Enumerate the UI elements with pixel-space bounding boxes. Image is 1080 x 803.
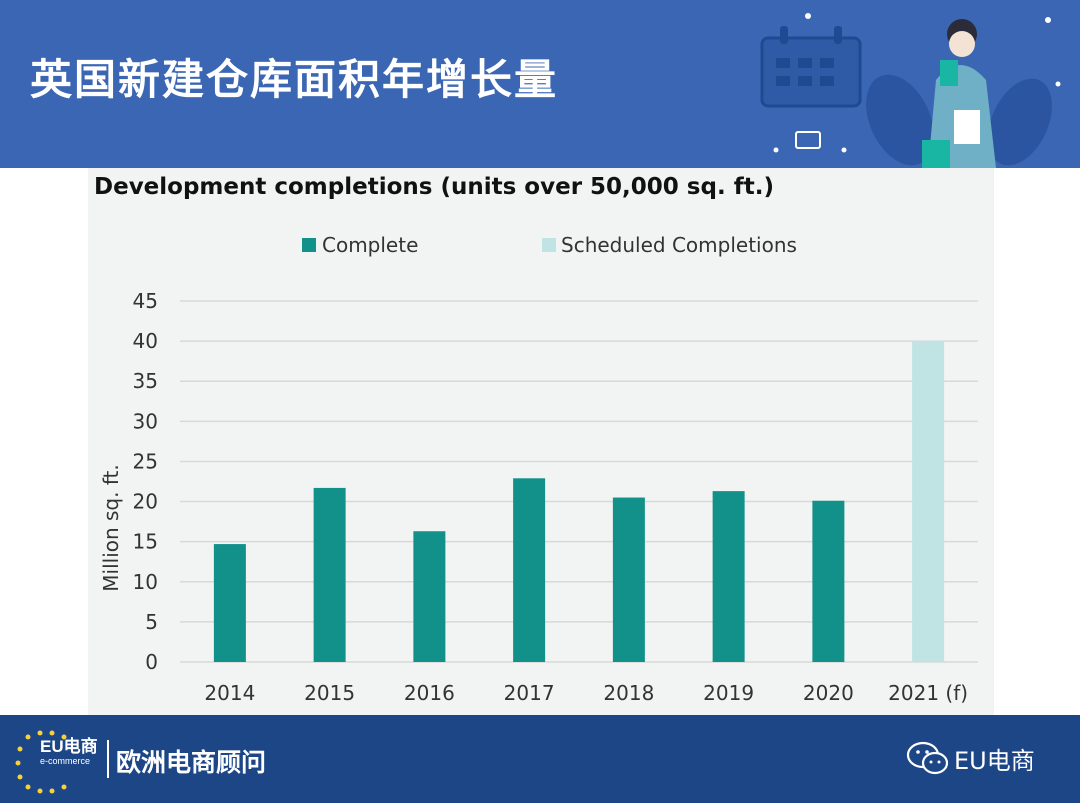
y-tick-label: 25 — [133, 449, 158, 473]
y-tick-label: 15 — [133, 530, 158, 554]
decorative-stars — [773, 13, 1061, 153]
x-tick-label: 2018 — [603, 681, 654, 705]
card-icon — [795, 131, 821, 149]
calendar-icon — [760, 26, 862, 108]
y-tick-label: 10 — [133, 570, 158, 594]
footer-account: EU电商 — [954, 747, 1035, 775]
x-tick-label: 2019 — [703, 681, 754, 705]
y-tick-label: 45 — [133, 289, 158, 313]
page-title: 英国新建仓库面积年增长量 — [30, 55, 559, 104]
logo-text: EU电商 — [40, 737, 98, 756]
bar-chart: Development completions (units over 50,0… — [94, 174, 978, 705]
y-tick-labels: 0 5 10 15 20 25 30 35 40 45 — [133, 289, 158, 674]
leaf-decoration — [866, 74, 1052, 166]
x-tick-label: 2015 — [304, 681, 355, 705]
bars — [213, 341, 945, 662]
y-tick-label: 40 — [133, 329, 158, 353]
bar-complete-2016 — [413, 531, 446, 662]
bar-complete-2017 — [513, 478, 546, 662]
y-tick-label: 30 — [133, 409, 158, 433]
y-tick-label: 5 — [145, 610, 158, 634]
x-tick-label: 2020 — [803, 681, 854, 705]
x-tick-label: 2017 — [504, 681, 555, 705]
bar-scheduled-2021f — [912, 341, 945, 662]
y-tick-label: 0 — [145, 650, 158, 674]
legend-label-complete: Complete — [322, 233, 418, 257]
x-tick-label: 2021 (f) — [888, 681, 968, 705]
footer-brand: 欧洲电商顾问 — [116, 748, 267, 777]
eu-stars-icon — [15, 730, 67, 794]
footer-bar: EU电商 e-commerce 欧洲电商顾问 EU电商 — [0, 715, 1080, 803]
bar-complete-2014 — [213, 544, 246, 662]
y-tick-label: 35 — [133, 369, 158, 393]
x-tick-label: 2014 — [204, 681, 255, 705]
legend-label-scheduled: Scheduled Completions — [561, 233, 797, 257]
bar-complete-2015 — [313, 487, 346, 662]
footer-divider — [107, 740, 109, 778]
legend-swatch-complete — [302, 238, 316, 252]
x-tick-label: 2016 — [404, 681, 455, 705]
y-tick-label: 20 — [133, 490, 158, 514]
y-axis-label: Million sq. ft. — [99, 464, 123, 591]
shopping-illustration — [760, 13, 1061, 168]
chart-panel: Development completions (units over 50,0… — [88, 168, 994, 715]
gridlines — [180, 300, 978, 663]
legend: Complete Scheduled Completions — [302, 233, 797, 257]
logo-subtext: e-commerce — [40, 756, 91, 766]
header-banner: 英国新建仓库面积年增长量 — [0, 0, 1080, 168]
wechat-icon — [906, 741, 949, 775]
person-figure — [922, 19, 996, 168]
legend-swatch-scheduled — [542, 238, 556, 252]
bar-complete-2018 — [612, 497, 645, 662]
x-tick-labels: 2014 2015 2016 2017 2018 2019 2020 2021 (f) — [204, 681, 968, 705]
chart-title: Development completions (units over 50,0… — [94, 174, 774, 200]
bar-complete-2020 — [812, 500, 845, 662]
bar-complete-2019 — [712, 491, 745, 662]
